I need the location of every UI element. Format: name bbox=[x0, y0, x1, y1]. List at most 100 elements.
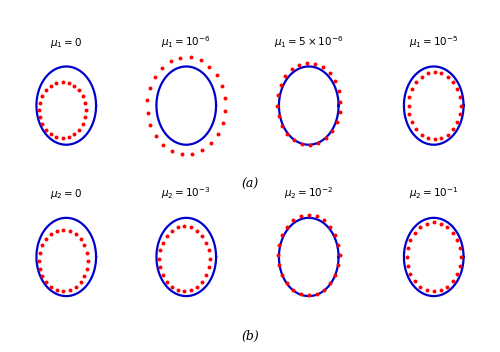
Point bbox=[35, 107, 43, 113]
Point bbox=[404, 103, 412, 108]
Point bbox=[322, 136, 330, 141]
Point bbox=[75, 88, 83, 93]
Point bbox=[186, 55, 194, 60]
Point bbox=[424, 70, 432, 76]
Point bbox=[36, 115, 44, 120]
Point bbox=[156, 264, 164, 270]
Point bbox=[320, 218, 328, 223]
Point bbox=[81, 115, 89, 120]
Point bbox=[66, 228, 74, 234]
Point bbox=[306, 142, 314, 147]
Point bbox=[42, 88, 50, 93]
Point bbox=[449, 230, 457, 235]
Point bbox=[151, 74, 159, 80]
Point bbox=[456, 245, 464, 251]
Point bbox=[412, 126, 420, 132]
Point bbox=[158, 240, 166, 245]
Point bbox=[456, 112, 464, 117]
Point bbox=[53, 288, 61, 293]
Point bbox=[168, 228, 176, 233]
Point bbox=[457, 254, 465, 260]
Point bbox=[168, 148, 176, 153]
Point bbox=[206, 141, 214, 146]
Point bbox=[144, 110, 152, 116]
Point bbox=[423, 288, 431, 293]
Point bbox=[410, 278, 418, 284]
Point bbox=[60, 289, 68, 294]
Point bbox=[193, 284, 201, 290]
Point bbox=[36, 250, 44, 256]
Point bbox=[70, 132, 78, 137]
Point bbox=[312, 291, 320, 297]
Point bbox=[305, 293, 313, 298]
Point bbox=[53, 228, 61, 234]
Point bbox=[168, 284, 176, 290]
Point bbox=[326, 281, 334, 286]
Point bbox=[75, 127, 83, 133]
Point bbox=[156, 247, 164, 253]
Title: $\mu_2=10^{-3}$: $\mu_2=10^{-3}$ bbox=[162, 185, 211, 201]
Point bbox=[320, 287, 328, 293]
Point bbox=[84, 258, 92, 264]
Point bbox=[196, 58, 204, 63]
Point bbox=[162, 279, 170, 285]
Text: (b): (b) bbox=[241, 330, 259, 342]
Point bbox=[152, 133, 160, 139]
Point bbox=[42, 236, 50, 242]
Point bbox=[305, 212, 313, 218]
Point bbox=[430, 69, 438, 75]
Point bbox=[187, 288, 195, 293]
Title: $\mu_2=0$: $\mu_2=0$ bbox=[50, 187, 82, 201]
Title: $\mu_2=10^{-1}$: $\mu_2=10^{-1}$ bbox=[409, 185, 459, 201]
Point bbox=[436, 221, 444, 226]
Point bbox=[198, 279, 206, 285]
Point bbox=[36, 266, 44, 271]
Point bbox=[456, 94, 464, 100]
Point bbox=[72, 284, 80, 290]
Point bbox=[221, 108, 229, 114]
Point bbox=[180, 289, 188, 294]
Point bbox=[52, 134, 60, 140]
Point bbox=[36, 100, 44, 106]
Point bbox=[274, 113, 282, 119]
Point bbox=[453, 271, 461, 277]
Point bbox=[298, 141, 306, 147]
Point bbox=[333, 120, 341, 125]
Point bbox=[180, 224, 188, 229]
Point bbox=[218, 83, 226, 89]
Point bbox=[187, 225, 195, 230]
Point bbox=[297, 214, 305, 219]
Point bbox=[444, 132, 452, 138]
Point bbox=[48, 284, 56, 290]
Point bbox=[176, 55, 184, 61]
Point bbox=[326, 224, 334, 230]
Point bbox=[146, 122, 154, 128]
Point bbox=[436, 288, 444, 293]
Point bbox=[424, 135, 432, 141]
Point bbox=[198, 233, 206, 239]
Point bbox=[412, 79, 420, 85]
Point bbox=[423, 221, 431, 226]
Point bbox=[295, 62, 303, 68]
Point bbox=[454, 120, 462, 125]
Point bbox=[282, 74, 290, 79]
Point bbox=[35, 258, 43, 264]
Point bbox=[283, 224, 291, 230]
Point bbox=[52, 81, 60, 86]
Point bbox=[275, 263, 283, 268]
Point bbox=[178, 151, 186, 157]
Point bbox=[72, 231, 80, 237]
Point bbox=[174, 288, 182, 293]
Title: $\mu_1=0$: $\mu_1=0$ bbox=[50, 36, 82, 50]
Point bbox=[60, 227, 68, 233]
Point bbox=[82, 107, 90, 113]
Point bbox=[290, 137, 298, 143]
Point bbox=[193, 228, 201, 233]
Point bbox=[221, 95, 229, 101]
Point bbox=[335, 88, 343, 94]
Point bbox=[312, 61, 320, 67]
Point bbox=[64, 81, 72, 86]
Point bbox=[332, 232, 340, 238]
Point bbox=[80, 243, 88, 248]
Point bbox=[38, 121, 46, 127]
